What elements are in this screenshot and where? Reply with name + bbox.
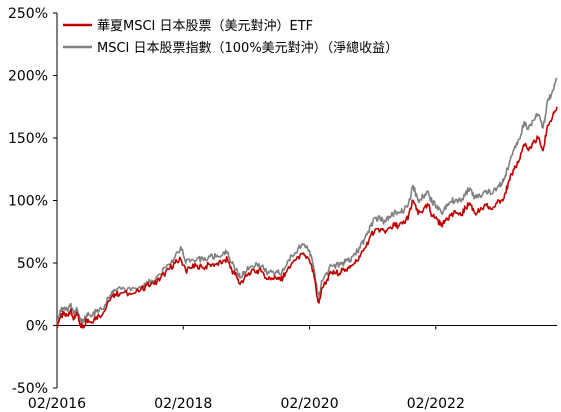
x-tick-label: 02/2020 [280, 396, 338, 412]
y-tick-label: 100% [8, 194, 48, 210]
x-axis: 02/2016 02/2018 02/2020 02/2022 [28, 325, 557, 412]
legend-label: MSCI 日本股票指數（100%美元對沖）（淨總收益） [97, 40, 398, 56]
y-tick-label: 50% [17, 256, 48, 272]
series-line-index [56, 77, 558, 326]
y-tick-label: 150% [8, 131, 48, 147]
x-tick-label: 02/2018 [154, 396, 212, 412]
y-tick-label: 250% [8, 6, 48, 22]
x-tick-label: 02/2022 [407, 396, 465, 412]
y-tick-label: -50% [12, 381, 48, 397]
y-tick-label: 200% [8, 69, 48, 85]
legend: 華夏MSCI 日本股票（美元對沖）ETF MSCI 日本股票指數（100%美元對沖… [63, 19, 398, 56]
legend-label: 華夏MSCI 日本股票（美元對沖）ETF [97, 19, 313, 34]
y-tick-label: 0% [26, 319, 48, 335]
series-line-etf [56, 106, 558, 329]
series-layer [56, 77, 558, 329]
y-axis: -50% 0% 50% 100% 150% 200% 250% [8, 6, 58, 397]
x-tick-label: 02/2016 [28, 396, 86, 412]
